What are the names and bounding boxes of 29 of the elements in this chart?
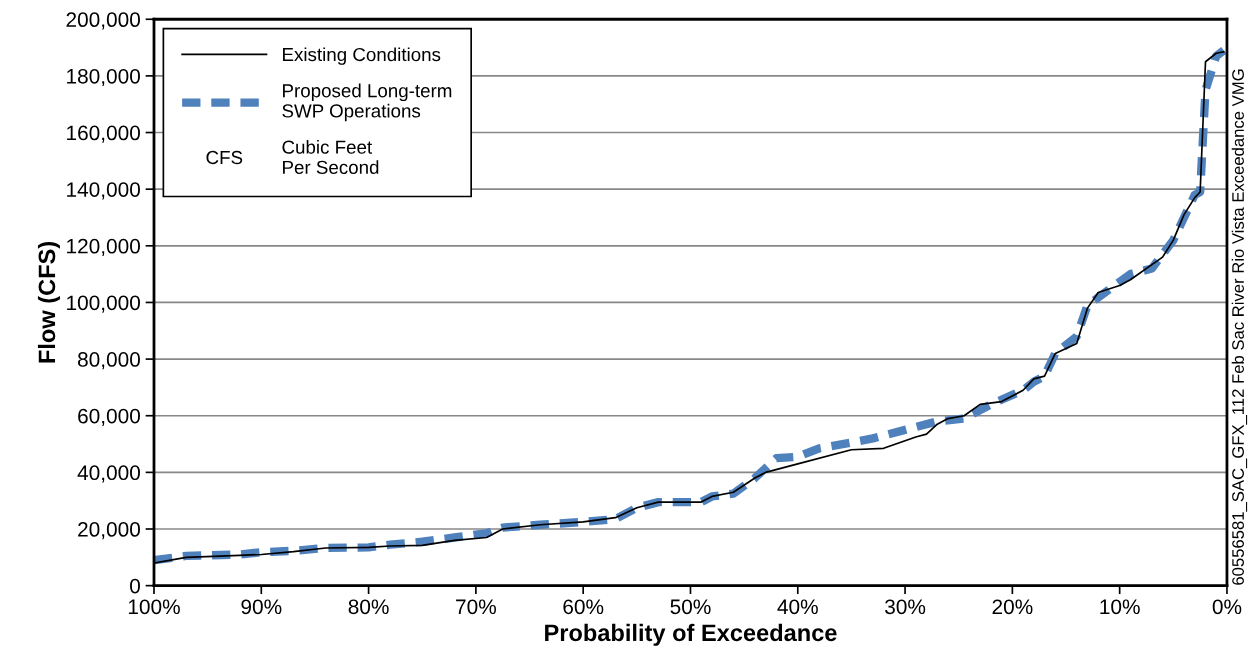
x-tick-label: 50%	[670, 599, 711, 615]
annotation: Cubic Feet Per Second	[282, 140, 379, 174]
text: 60556581_SAC_GFX_112 Feb Sac River Rio Vista Exceedance VMG	[1231, 69, 1248, 585]
y-tick-label: 200,000	[66, 12, 140, 30]
y-tick-label: 40,000	[77, 465, 140, 483]
x-axis-title: Probability of Exceedance	[545, 623, 837, 646]
y-tick-label: 20,000	[78, 522, 140, 540]
x-tick-label: 20%	[992, 599, 1033, 615]
y-tick-label: 80,000	[77, 352, 140, 370]
legend-label: Proposed Long-term SWP Operations	[282, 83, 452, 122]
y-tick-label: 160,000	[67, 125, 140, 143]
y-tick-label: 0	[130, 578, 140, 594]
y-tick-label: 100,000	[67, 295, 140, 313]
x-tick-label: 30%	[885, 599, 926, 615]
x-tick-label: 100%	[128, 599, 180, 615]
x-tick-label: 80%	[348, 599, 389, 615]
y-tick-label: 120,000	[67, 238, 140, 257]
annotation: CFS	[206, 150, 243, 165]
x-tick-label: 40%	[777, 599, 818, 615]
x-tick-label: 0%	[1212, 599, 1242, 615]
x-tick-label: 90%	[241, 599, 282, 615]
y-tick-label: 140,000	[67, 182, 140, 200]
legend-label: Existing Conditions	[283, 47, 441, 65]
x-tick-label: 10%	[1100, 599, 1140, 615]
x-tick-label: 70%	[456, 599, 496, 615]
y-axis-title: Flow (CFS)	[37, 241, 60, 363]
y-tick-label: 180,000	[67, 68, 140, 87]
y-tick-label: 60,000	[78, 408, 140, 426]
x-tick-label: 60%	[563, 599, 604, 615]
